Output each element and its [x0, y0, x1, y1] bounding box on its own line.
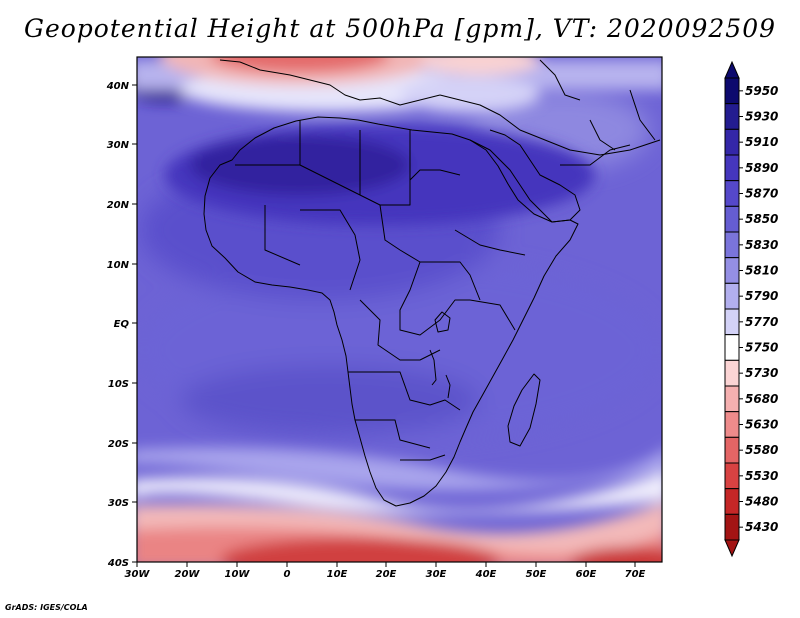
y-tick-label: 20N [107, 200, 130, 211]
x-tick-label: 20E [376, 569, 397, 580]
axis-ticks [132, 84, 636, 567]
colorbar-label: 5770 [745, 315, 778, 329]
colorbar-swatch [724, 411, 740, 438]
colorbar-swatch [724, 334, 740, 361]
colorbar-swatch [724, 282, 740, 310]
x-tick-label: 70E [625, 569, 646, 580]
colorbar-swatch [724, 205, 740, 233]
colorbar-swatch [724, 513, 740, 541]
x-tick-label: 40E [475, 569, 497, 580]
colorbar-label: 5680 [745, 392, 778, 406]
map-title: Geopotential Height at 500hPa [gpm], VT:… [23, 14, 777, 43]
plot-frame [136, 56, 663, 563]
colorbar-swatch [724, 128, 740, 156]
x-axis-labels: 30W 20W 10W 0 10E 20E 30E 40E 50E 60E 70… [125, 569, 646, 580]
colorbar-swatch [724, 180, 740, 207]
colorbar-swatch [724, 77, 740, 105]
y-tick-label: 20S [108, 439, 129, 450]
colorbar-swatch [724, 257, 740, 284]
colorbar-label: 5750 [745, 341, 778, 355]
x-tick-label: 10W [225, 569, 251, 580]
colorbar-label: 5430 [745, 520, 778, 534]
colorbar-swatch [724, 385, 740, 413]
colorbar-label: 5830 [745, 238, 778, 252]
colorbar-swatch [724, 231, 740, 259]
colorbar-swatch [724, 154, 740, 182]
x-tick-label: 10E [327, 569, 348, 580]
colorbar-label: 5730 [745, 366, 778, 380]
y-tick-label: 30S [108, 498, 129, 509]
colorbar-arrow-bottom [724, 539, 740, 558]
coastlines-and-borders [203, 59, 661, 507]
colorbar-label: 5870 [745, 187, 778, 201]
colorbar-label: 5910 [745, 135, 778, 149]
y-tick-label: 10N [107, 260, 130, 271]
colorbar-swatch [724, 488, 740, 515]
x-tick-label: 0 [284, 569, 291, 580]
y-tick-label: 10S [108, 379, 129, 390]
colorbar-swatch [724, 436, 740, 464]
colorbar-swatch [724, 462, 740, 490]
x-tick-label: 30E [426, 569, 447, 580]
grads-credit: GrADS: IGES/COLA [5, 603, 88, 612]
colorbar-label: 5850 [745, 212, 778, 226]
colorbar-swatch [724, 308, 740, 336]
y-axis-labels: 40N 30N 20N 10N EQ 10S 20S 30S 40S [106, 81, 130, 569]
y-tick-label: 40S [107, 558, 129, 569]
colorbar-swatch [724, 103, 740, 130]
x-tick-label: 30W [125, 569, 151, 580]
y-tick-label: 40N [106, 81, 130, 92]
y-tick-label: 30N [107, 140, 130, 151]
x-tick-label: 50E [526, 569, 547, 580]
colorbar-label: 5930 [745, 110, 778, 124]
colorbar-label: 5790 [745, 289, 778, 303]
geopotential-height-field [137, 57, 662, 562]
colorbar-swatch [724, 359, 740, 387]
colorbar-arrow-top [724, 60, 740, 79]
x-tick-label: 60E [576, 569, 597, 580]
x-tick-label: 20W [175, 569, 201, 580]
colorbar-label: 5480 [745, 495, 778, 509]
colorbar-label: 5530 [745, 469, 778, 483]
colorbar-label: 5580 [745, 443, 778, 457]
colorbar-label: 5810 [745, 264, 778, 278]
colorbar: 5950 5930 5910 5890 5870 5850 5830 5810 5790 5770… [724, 60, 778, 558]
y-tick-label: EQ [114, 319, 130, 330]
colorbar-label: 5950 [745, 84, 778, 98]
colorbar-label: 5890 [745, 161, 778, 175]
colorbar-label: 5630 [745, 418, 778, 432]
